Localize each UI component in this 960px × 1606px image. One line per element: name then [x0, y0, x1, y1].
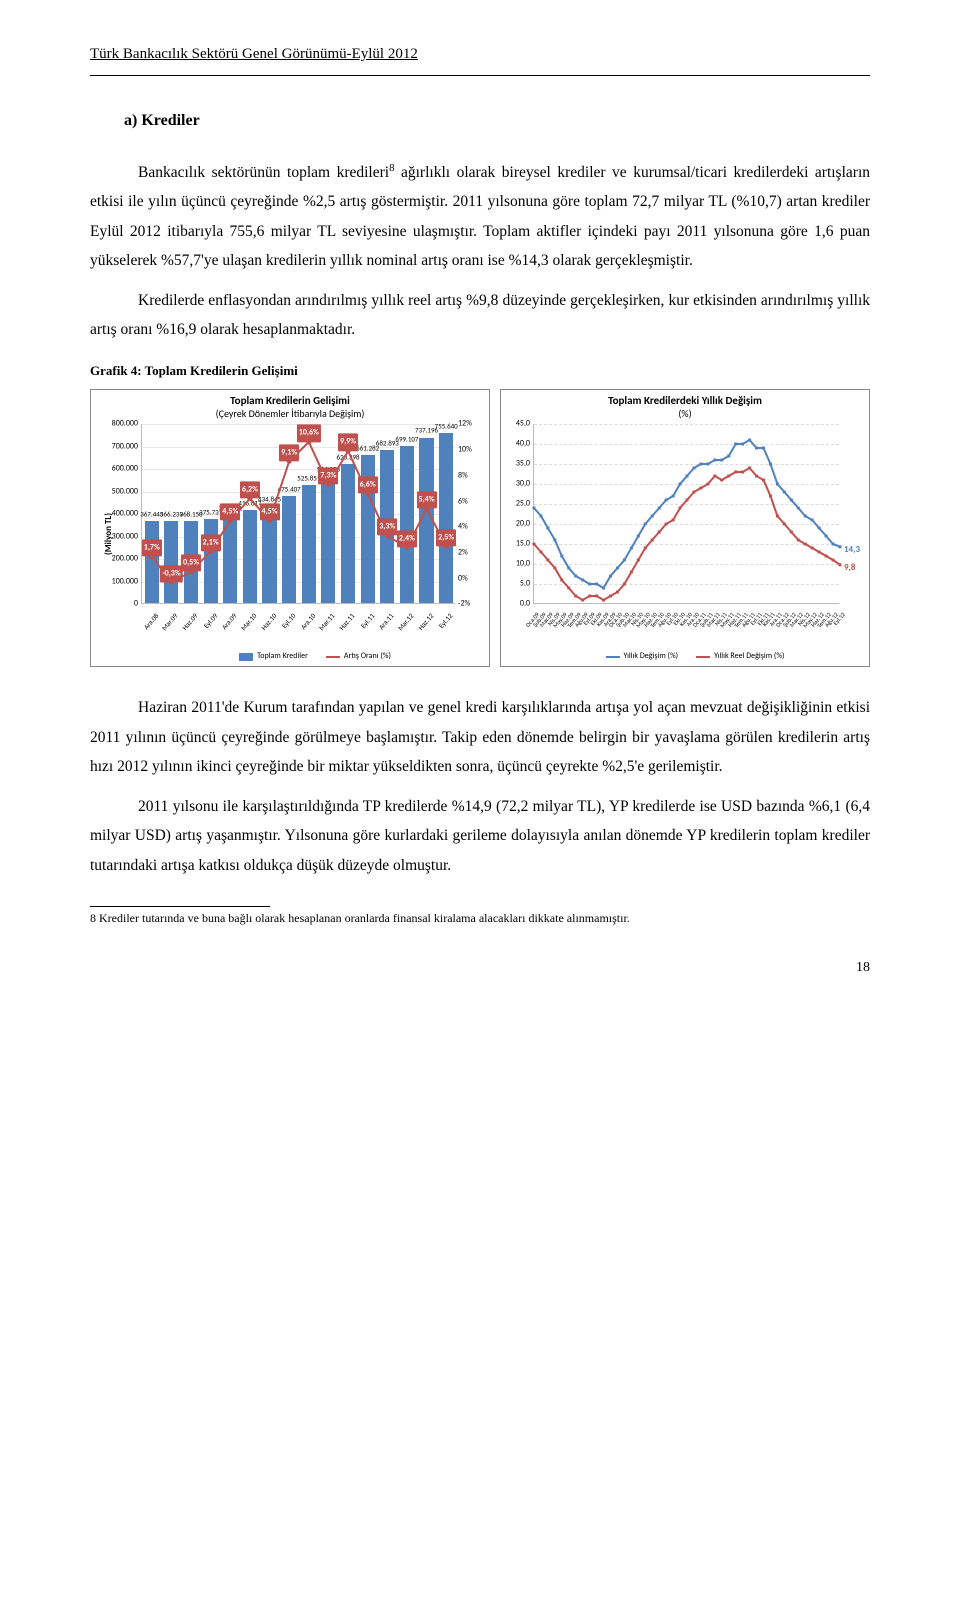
x-axis-label: Haz.09	[179, 610, 202, 633]
x-axis-label: Haz.10	[257, 610, 280, 633]
y-tick-left: 200.000	[98, 552, 138, 567]
x-axis-label: Ara.10	[297, 610, 319, 633]
pct-badge: 3,3%	[377, 519, 397, 536]
y-tick: 25,0	[504, 497, 530, 512]
x-axis-label: Eyl.12	[435, 610, 456, 631]
chart-left-plot: 0100.000200.000300.000400.000500.000600.…	[141, 424, 455, 604]
legend-item-line: Artış Oranı (%)	[326, 649, 391, 664]
pct-badge: 7,3%	[318, 467, 338, 484]
pct-badge: 4,5%	[220, 503, 240, 520]
x-axis-label: Ara.11	[375, 610, 397, 633]
y-tick: 0,0	[504, 597, 530, 612]
chart-right-legend: Yıllık Değişim (%) Yıllık Reel Değişim (%…	[551, 649, 839, 664]
x-axis-label: Mar.10	[237, 610, 260, 634]
y-tick-left: 800.000	[98, 417, 138, 432]
chart-left-title: Toplam Kredilerin Gelişimi	[91, 390, 489, 407]
pct-badge: 5,4%	[417, 492, 437, 509]
x-axis-label: Mar.11	[316, 610, 339, 634]
paragraph-1: Bankacılık sektörünün toplam kredileri8 …	[90, 158, 870, 276]
y-tick-right: 12%	[458, 417, 486, 432]
callout-real: 9,8	[844, 559, 855, 576]
y-tick-left: 0	[98, 597, 138, 612]
pct-badge: 9,9%	[338, 434, 358, 451]
page-number: 18	[90, 955, 870, 982]
pct-badge: 2,1%	[201, 534, 221, 551]
y-tick: 35,0	[504, 457, 530, 472]
paragraph-3: Haziran 2011'de Kurum tarafından yapılan…	[90, 693, 870, 781]
y-tick: 20,0	[504, 517, 530, 532]
pct-badge: 4,5%	[260, 503, 280, 520]
y-tick-right: 0%	[458, 571, 486, 586]
legend-item-bars: Toplam Krediler	[239, 649, 308, 664]
chart-left-subtitle: (Çeyrek Dönemler İtibarıyla Değişim)	[91, 408, 489, 420]
pct-badge: 0,5%	[181, 555, 201, 572]
y-tick: 5,0	[504, 577, 530, 592]
chart-quarterly-growth: Toplam Kredilerin Gelişimi (Çeyrek Dönem…	[90, 389, 490, 667]
y-tick-right: 4%	[458, 520, 486, 535]
para1-text-a: Bankacılık sektörünün toplam kredileri	[138, 164, 389, 181]
y-tick-right: 10%	[458, 442, 486, 457]
y-tick-right: 6%	[458, 494, 486, 509]
footnote-rule	[90, 906, 270, 907]
x-axis-label: Haz.12	[414, 610, 437, 633]
y-tick: 15,0	[504, 537, 530, 552]
x-axis-label: Ara.09	[218, 610, 240, 633]
y-tick-right: 2%	[458, 545, 486, 560]
x-axis-label: Mar.12	[394, 610, 417, 634]
pct-badge: 2,4%	[397, 530, 417, 547]
chart-right-plot: 0,05,010,015,020,025,030,035,040,045,0Oc…	[533, 424, 839, 604]
y-tick-right: 8%	[458, 468, 486, 483]
pct-badge: -0,3%	[160, 565, 182, 582]
x-axis-label: Ara.08	[140, 610, 162, 633]
section-heading: a) Krediler	[124, 106, 870, 136]
x-axis-label: Haz.11	[336, 610, 359, 633]
legend-item-real: Yıllık Reel Değişim (%)	[696, 649, 784, 664]
y-tick: 40,0	[504, 437, 530, 452]
y-tick: 30,0	[504, 477, 530, 492]
header-rule	[90, 75, 870, 76]
y-tick-left: 600.000	[98, 462, 138, 477]
y-tick-right: -2%	[458, 597, 486, 612]
callout-nominal: 14,3	[844, 541, 860, 558]
chart-caption: Grafik 4: Toplam Kredilerin Gelişimi	[90, 359, 870, 384]
x-axis-label: Eyl.09	[200, 610, 221, 631]
paragraph-4: 2011 yılsonu ile karşılaştırıldığında TP…	[90, 792, 870, 880]
paragraph-2: Kredilerde enflasyondan arındırılmış yıl…	[90, 286, 870, 345]
chart-left-legend: Toplam Krediler Artış Oranı (%)	[181, 649, 449, 664]
chart-annual-change: Toplam Kredilerdeki Yıllık Değişim (%) 0…	[500, 389, 870, 667]
pct-badge: 1,7%	[142, 539, 162, 556]
footnote-8: 8 Krediler tutarında ve buna bağlı olara…	[90, 911, 870, 927]
pct-badge: 6,6%	[358, 476, 378, 493]
y-tick-left: 100.000	[98, 574, 138, 589]
legend-item-nominal: Yıllık Değişim (%)	[606, 649, 679, 664]
doc-header: Türk Bankacılık Sektörü Genel Görünümü-E…	[90, 40, 870, 69]
x-axis-label: Eyl.10	[278, 610, 299, 631]
charts-row: Toplam Kredilerin Gelişimi (Çeyrek Dönem…	[90, 389, 870, 667]
y-tick-left: 700.000	[98, 439, 138, 454]
pct-badge: 9,1%	[279, 444, 299, 461]
y-tick: 45,0	[504, 417, 530, 432]
chart-right-subtitle: (%)	[501, 408, 869, 420]
y-tick: 10,0	[504, 557, 530, 572]
pct-badge: 6,2%	[240, 481, 260, 498]
chart-right-title: Toplam Kredilerdeki Yıllık Değişim	[501, 390, 869, 407]
pct-badge: 2,5%	[436, 529, 456, 546]
x-axis-label: Mar.09	[159, 610, 182, 634]
y-tick-left: 500.000	[98, 484, 138, 499]
pct-badge: 10,6%	[297, 425, 321, 442]
y-tick-left: 400.000	[98, 507, 138, 522]
y-tick-left: 300.000	[98, 529, 138, 544]
x-axis-label: Eyl.11	[357, 610, 378, 631]
